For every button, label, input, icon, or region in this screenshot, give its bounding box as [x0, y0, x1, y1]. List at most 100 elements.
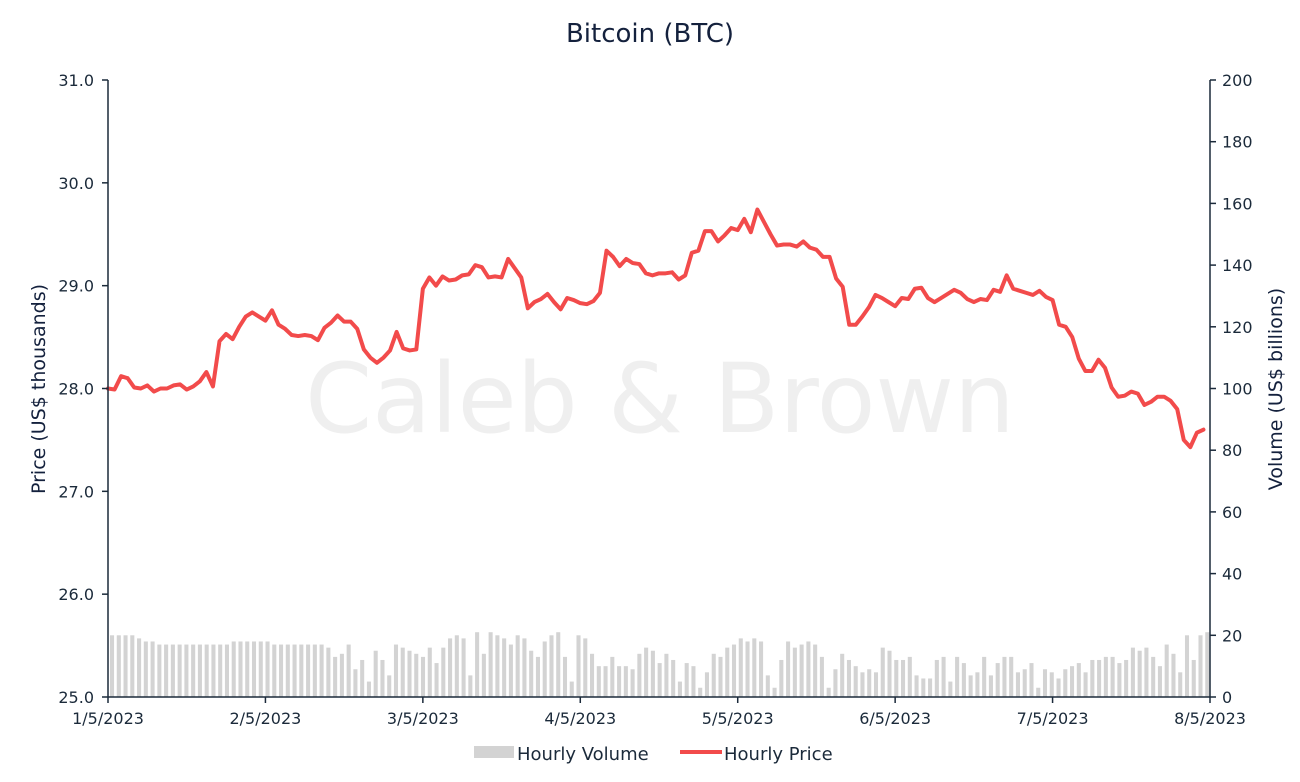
volume-bar — [292, 644, 297, 697]
left-ticks: 25.0 26.0 27.0 28.0 29.0 30.0 31.0 — [58, 71, 108, 707]
volume-bars — [110, 632, 1210, 697]
volume-bar — [448, 638, 453, 697]
volume-bar — [312, 644, 317, 697]
volume-bar — [630, 669, 635, 697]
volume-bar — [434, 663, 439, 697]
volume-bar — [1049, 672, 1054, 697]
y-left-tick-label: 26.0 — [58, 585, 94, 604]
volume-bar — [1036, 687, 1041, 697]
volume-bar — [738, 638, 743, 697]
volume-bar — [251, 641, 257, 697]
volume-bar — [387, 675, 392, 697]
x-ticks: 1/5/2023 2/5/2023 3/5/2023 4/5/2023 5/5/2023… — [72, 697, 1246, 728]
volume-bar — [880, 647, 885, 697]
volume-bar — [130, 635, 135, 697]
volume-bar — [1130, 647, 1135, 697]
volume-bar — [1070, 666, 1075, 697]
volume-bar — [583, 638, 588, 697]
price-line — [106, 207, 1206, 450]
volume-bar — [224, 644, 229, 697]
volume-bar — [813, 644, 818, 697]
volume-bar — [1191, 659, 1196, 697]
volume-bar — [731, 644, 737, 697]
volume-bar — [887, 650, 892, 697]
volume-bar — [772, 687, 777, 697]
volume-bar — [1083, 672, 1088, 697]
volume-bar — [184, 644, 189, 697]
volume-bar — [677, 681, 682, 697]
y-right-tick-label: 20 — [1222, 626, 1242, 645]
volume-bar — [279, 644, 284, 697]
volume-bar — [691, 666, 696, 697]
volume-bar — [481, 653, 486, 697]
x-tick-label: 8/5/2023 — [1174, 709, 1246, 728]
y-right-tick-label: 100 — [1222, 380, 1253, 399]
volume-bar — [826, 687, 831, 697]
volume-bar — [373, 650, 378, 697]
x-tick-label: 1/5/2023 — [72, 709, 144, 728]
volume-bar — [901, 659, 906, 697]
volume-bar — [765, 675, 770, 697]
volume-bar — [475, 632, 480, 697]
volume-bar — [245, 641, 250, 697]
volume-bar — [164, 644, 169, 697]
y-right-tick-label: 140 — [1222, 256, 1253, 275]
volume-bar — [860, 672, 865, 697]
volume-bar — [508, 644, 513, 697]
volume-bar — [1157, 666, 1162, 697]
x-tick-label: 5/5/2023 — [702, 709, 774, 728]
volume-bar — [928, 678, 933, 697]
volume-bar — [934, 659, 939, 697]
volume-bar — [637, 653, 642, 697]
volume-bar — [921, 678, 926, 697]
volume-bar — [995, 663, 1000, 697]
y-left-tick-label: 28.0 — [58, 380, 94, 399]
volume-bar — [745, 641, 750, 697]
volume-bar — [143, 641, 148, 697]
volume-bar — [718, 656, 723, 697]
volume-bar — [752, 638, 757, 697]
volume-bar — [360, 659, 365, 697]
volume-bar — [420, 656, 426, 697]
volume-bar — [1022, 669, 1027, 697]
volume-bar — [522, 638, 527, 697]
y-left-tick-label: 29.0 — [58, 277, 94, 296]
volume-bar — [204, 644, 209, 697]
volume-bar — [1117, 663, 1122, 697]
volume-bar — [515, 635, 520, 697]
volume-bar — [556, 632, 561, 697]
watermark: Caleb & Brown — [305, 343, 1015, 455]
volume-bar — [366, 681, 371, 697]
volume-bar — [353, 669, 358, 697]
y-right-tick-label: 200 — [1222, 71, 1253, 90]
volume-bar — [407, 650, 412, 697]
volume-bar — [380, 659, 385, 697]
volume-bar — [955, 656, 960, 697]
y-right-tick-label: 180 — [1222, 133, 1253, 152]
volume-bar — [333, 656, 338, 697]
volume-bar — [488, 632, 493, 697]
volume-bar — [1124, 659, 1129, 697]
volume-bar — [988, 675, 993, 697]
volume-bar — [562, 656, 568, 697]
volume-bar — [968, 675, 973, 697]
volume-bar — [441, 647, 446, 697]
volume-bar — [725, 647, 730, 697]
volume-bar — [610, 656, 615, 697]
chart-title: Bitcoin (BTC) — [566, 19, 734, 49]
volume-bar — [941, 656, 946, 697]
volume-bar — [698, 687, 703, 697]
volume-bar — [1042, 669, 1048, 697]
volume-bar — [853, 666, 858, 697]
volume-bar — [400, 647, 405, 697]
volume-bar — [664, 653, 669, 697]
volume-bar — [894, 659, 899, 697]
volume-bar — [671, 659, 676, 697]
volume-bar — [786, 641, 791, 697]
volume-bar — [1056, 678, 1061, 697]
volume-bar — [657, 663, 662, 697]
volume-bar — [644, 647, 649, 697]
volume-bar — [867, 669, 872, 697]
volume-bar — [393, 644, 399, 697]
